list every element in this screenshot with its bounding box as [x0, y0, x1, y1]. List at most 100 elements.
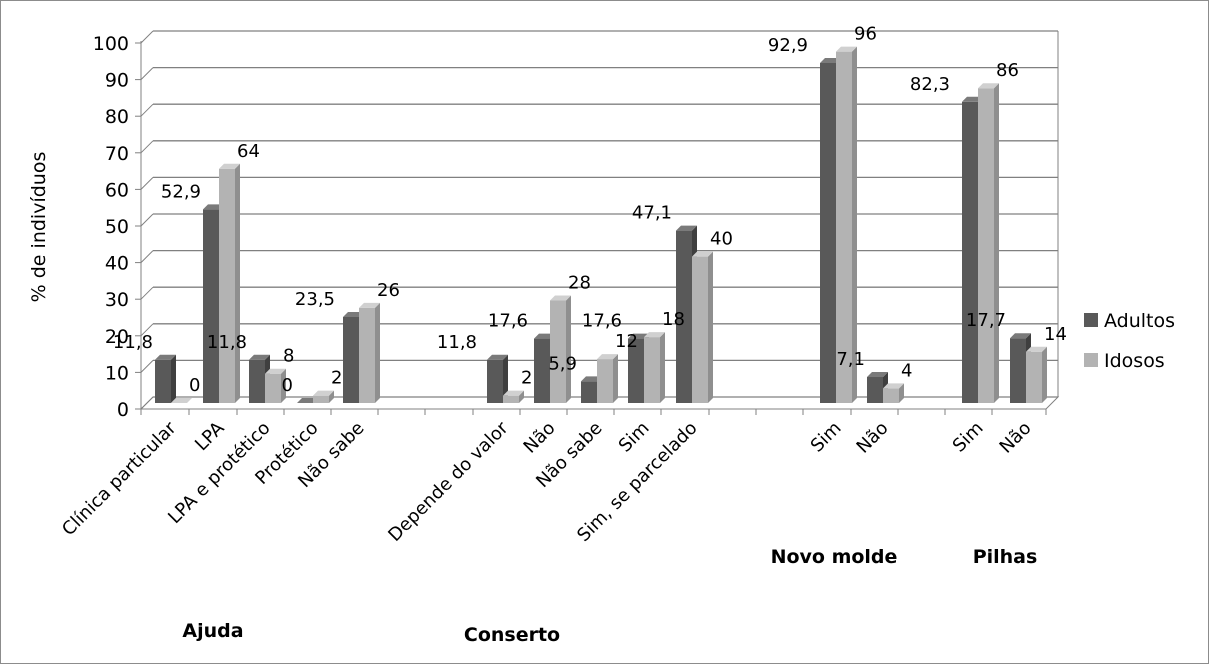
bar-side	[994, 83, 999, 404]
bar-side	[375, 302, 380, 403]
bar-idosos	[313, 390, 334, 403]
category-label: Sim	[949, 418, 988, 457]
bar-front	[644, 337, 660, 403]
bar-top	[550, 295, 571, 301]
bar-front	[534, 338, 550, 403]
bar-side	[235, 163, 240, 403]
bar-top	[343, 311, 364, 317]
bar-front	[155, 359, 171, 403]
bar-top	[503, 390, 524, 396]
data-label-idosos: 18	[662, 309, 685, 330]
bar-top	[1026, 346, 1047, 352]
data-label-adultos: 11,8	[437, 332, 477, 353]
y-tick-label: 100	[93, 33, 129, 55]
y-tick-label: 20	[105, 326, 129, 348]
bar-top	[628, 333, 649, 339]
bar-top	[1010, 333, 1031, 339]
bar-idosos	[1026, 346, 1047, 403]
bar-front	[265, 373, 281, 403]
data-label-idosos: 4	[901, 360, 912, 381]
grid-diagonal	[140, 140, 154, 154]
bar-front	[883, 388, 899, 403]
data-label-idosos: 96	[854, 24, 877, 45]
bar-top	[171, 398, 192, 403]
category-label: Não	[996, 418, 1036, 458]
bar-front	[676, 230, 692, 403]
bar-idosos	[836, 46, 857, 403]
bar-front	[249, 359, 265, 403]
bar-top	[581, 376, 602, 382]
bar-front	[487, 359, 503, 403]
bar-idosos	[265, 368, 286, 403]
bar-idosos	[883, 383, 904, 403]
bar-top	[978, 83, 999, 89]
y-tick-label: 90	[105, 70, 129, 92]
y-tick-label: 10	[105, 362, 129, 384]
data-label-adultos: 92,9	[768, 35, 808, 56]
data-label-adultos: 23,5	[295, 289, 335, 310]
bar-front	[550, 300, 566, 403]
data-label-adultos: 11,8	[207, 332, 247, 353]
label-layer: 11,852,911,8023,511,817,65,917,647,192,9…	[113, 24, 1067, 396]
bar-top	[359, 302, 380, 308]
y-tick-label: 60	[105, 179, 129, 201]
bar-top	[219, 163, 240, 169]
legend-label-adultos: Adultos	[1104, 310, 1175, 332]
grid-diagonal	[140, 286, 154, 300]
data-label-adultos: 47,1	[632, 203, 672, 224]
data-label-idosos: 14	[1044, 324, 1067, 345]
grid-diagonal	[140, 323, 154, 337]
bar-front	[359, 307, 375, 403]
grid-diagonal	[140, 250, 154, 263]
bar-top	[597, 354, 618, 360]
bar-front	[820, 62, 836, 404]
data-label-idosos: 12	[615, 331, 638, 352]
category-label: Sim	[807, 418, 846, 457]
data-label-adultos: 82,3	[910, 74, 950, 95]
legend-swatch-adultos	[1084, 313, 1098, 327]
bar-top	[644, 332, 665, 338]
bar-front	[836, 51, 852, 403]
bar-side	[1042, 346, 1047, 403]
bar-side	[503, 354, 508, 403]
bar-front	[203, 209, 219, 403]
bar-front	[867, 377, 883, 403]
data-label-adultos: 11,8	[113, 332, 153, 353]
bar-side	[281, 368, 286, 403]
bar-adultos	[487, 354, 508, 403]
bar-side	[566, 295, 571, 403]
bar-idosos	[503, 390, 524, 403]
group-label: Ajuda	[182, 620, 243, 642]
bar-top	[883, 383, 904, 389]
bar-side	[171, 354, 176, 403]
category-label: Sim	[615, 418, 654, 457]
bar-layer	[155, 46, 1047, 404]
group-label: Novo molde	[771, 546, 898, 568]
group-label: Conserto	[464, 624, 560, 646]
grid-diagonal	[140, 30, 154, 44]
bar-idosos	[171, 398, 192, 403]
grid-diagonal	[140, 103, 154, 117]
bar-idosos	[597, 354, 618, 403]
bar-idosos	[550, 295, 571, 403]
bar-top	[265, 368, 286, 374]
legend-label-idosos: Idosos	[1104, 350, 1165, 372]
bar-top	[962, 96, 983, 102]
bar-front	[503, 395, 519, 403]
group-label-layer: Ajuda Conserto Novo molde Pilhas	[182, 546, 1037, 646]
bar-top	[487, 354, 508, 360]
data-label-adultos: 52,9	[161, 181, 201, 202]
bar-top	[313, 390, 334, 396]
category-label: Não	[520, 418, 560, 458]
data-label-adultos: 7,1	[836, 349, 865, 370]
bar-top	[297, 398, 318, 403]
y-tick-label: 50	[105, 216, 129, 238]
bar-front	[1010, 338, 1026, 403]
bar-front	[962, 101, 978, 404]
legend-swatch-idosos	[1084, 353, 1098, 367]
bar-top	[155, 354, 176, 360]
bar-top	[203, 204, 224, 210]
category-label: Não	[853, 418, 893, 458]
y-tick-label: 80	[105, 106, 129, 128]
